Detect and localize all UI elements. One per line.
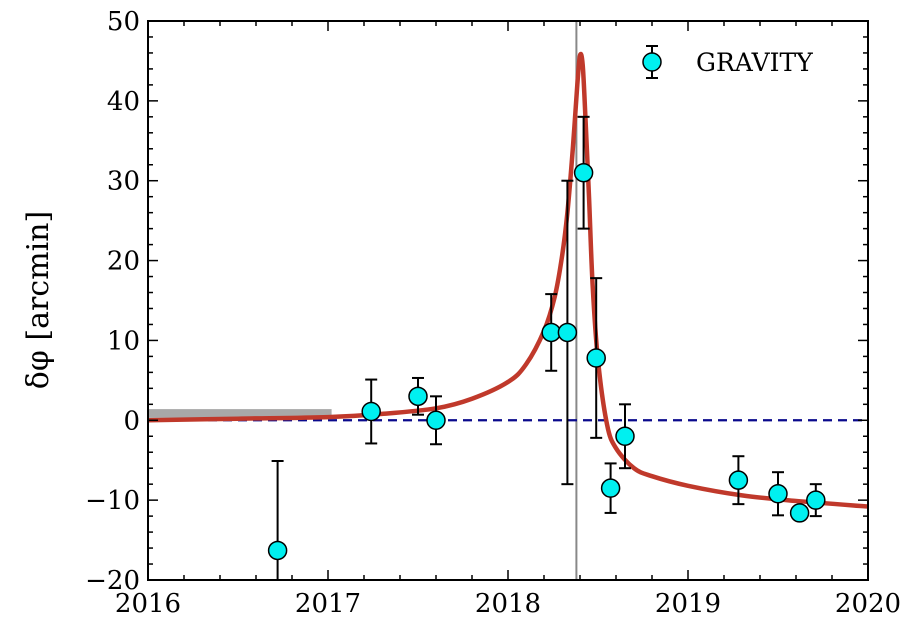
data-marker	[541, 322, 561, 343]
data-marker	[600, 478, 621, 498]
data-marker	[361, 401, 381, 422]
legend-marker	[642, 52, 662, 72]
data-point-1	[267, 460, 288, 580]
legend-label: GRAVITY	[696, 48, 813, 77]
data-marker	[557, 322, 578, 343]
y-tick-label: 0	[123, 406, 140, 436]
prior-band	[148, 409, 332, 418]
data-point-11	[728, 455, 749, 506]
data-marker	[789, 503, 810, 523]
data-marker	[615, 426, 635, 447]
x-tick-label: 2016	[115, 589, 181, 619]
data-point-12	[768, 471, 788, 517]
y-tick-label: 20	[107, 247, 140, 277]
y-tick-label: −20	[85, 566, 140, 596]
y-axis-label: δφ [arcmin]	[21, 211, 56, 389]
x-tick-label: 2017	[295, 589, 361, 619]
data-marker	[806, 490, 826, 510]
model-curve	[148, 51, 868, 509]
data-marker	[426, 410, 446, 431]
data-point-3	[408, 376, 428, 416]
data-point-14	[806, 483, 826, 518]
data-marker	[267, 540, 288, 561]
data-point-10	[615, 403, 635, 470]
data-point-8	[586, 277, 606, 439]
plot-area	[148, 21, 868, 580]
x-tick-label: 2018	[475, 589, 541, 619]
data-marker	[728, 470, 749, 490]
y-tick-label: 40	[107, 87, 140, 117]
data-point-6	[557, 179, 578, 486]
y-tick-label: 30	[107, 167, 140, 197]
data-point-7	[573, 115, 594, 230]
axis-ticks	[147, 20, 869, 581]
data-point-5	[541, 293, 561, 372]
data-marker	[573, 162, 594, 183]
data-marker	[768, 484, 788, 504]
y-tick-label: 10	[107, 326, 140, 356]
data-marker	[408, 386, 428, 407]
legend: GRAVITY	[642, 45, 813, 79]
tick-labels: 2016 2017 2018 2019 2020 −20 −10 0 10 20 30 40 50	[85, 7, 901, 619]
y-tick-label: −10	[85, 486, 140, 516]
x-tick-label: 2020	[835, 589, 901, 619]
x-tick-label: 2019	[655, 589, 721, 619]
data-marker	[586, 348, 606, 368]
data-point-13	[789, 503, 810, 523]
data-point-9	[600, 462, 621, 514]
y-tick-label: 50	[107, 7, 140, 37]
data-point-4	[426, 395, 446, 446]
data-point-2	[361, 378, 381, 445]
